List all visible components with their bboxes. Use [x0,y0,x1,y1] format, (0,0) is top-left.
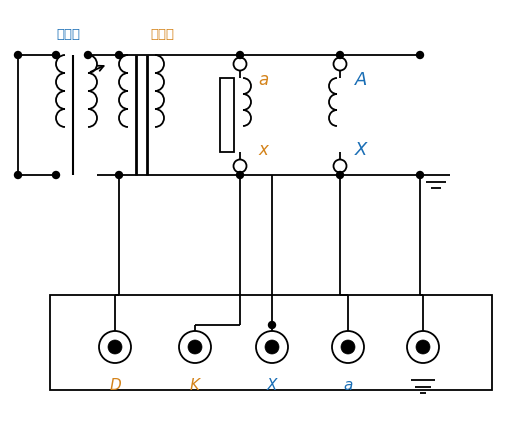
Circle shape [53,171,60,179]
Circle shape [334,58,347,70]
Circle shape [108,340,122,354]
Circle shape [15,171,21,179]
Circle shape [341,340,355,354]
Text: x: x [258,141,268,159]
Circle shape [179,331,211,363]
Circle shape [233,58,246,70]
Circle shape [268,321,276,329]
Circle shape [337,171,343,179]
Text: K: K [190,378,200,393]
Circle shape [15,51,21,59]
Circle shape [256,331,288,363]
Circle shape [337,51,343,59]
Circle shape [115,171,123,179]
Circle shape [416,340,430,354]
Text: D: D [109,378,121,393]
Circle shape [407,331,439,363]
Text: a: a [258,71,268,89]
Circle shape [236,171,243,179]
Circle shape [188,340,202,354]
Bar [220,78,234,152]
Circle shape [332,331,364,363]
Text: a: a [343,378,353,393]
Circle shape [53,51,60,59]
Circle shape [85,51,91,59]
Circle shape [115,51,123,59]
Circle shape [236,51,243,59]
Circle shape [233,159,246,173]
Circle shape [99,331,131,363]
Circle shape [417,171,423,179]
Text: X: X [267,378,277,393]
Text: 调压器: 调压器 [56,28,80,42]
Text: 升压器: 升压器 [150,28,174,42]
Text: A: A [355,71,367,89]
Circle shape [334,159,347,173]
Circle shape [265,340,279,354]
Bar [50,295,492,390]
Circle shape [417,51,423,59]
Text: X: X [355,141,367,159]
